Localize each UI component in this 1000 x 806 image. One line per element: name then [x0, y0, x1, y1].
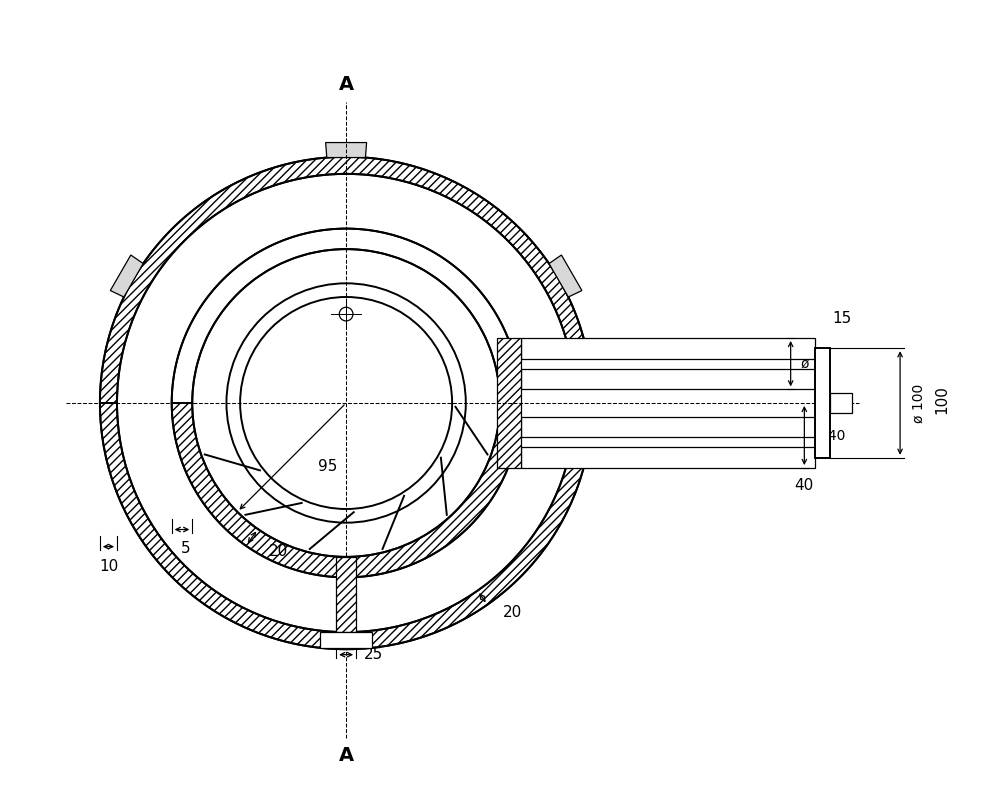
Text: ø 100: ø 100 — [912, 384, 926, 422]
Bar — [497, 338, 521, 468]
Bar — [521, 338, 815, 359]
Text: 25: 25 — [364, 647, 383, 663]
Text: A: A — [339, 746, 354, 766]
Bar — [521, 447, 815, 468]
Polygon shape — [172, 229, 521, 403]
Polygon shape — [172, 403, 521, 577]
Text: A: A — [339, 75, 354, 93]
Polygon shape — [326, 143, 367, 157]
Bar — [521, 369, 815, 389]
Text: 20: 20 — [269, 544, 288, 559]
Bar — [830, 393, 852, 413]
Bar — [320, 632, 372, 648]
Bar — [336, 557, 356, 632]
Bar — [521, 417, 815, 437]
Text: 40: 40 — [795, 478, 814, 493]
Polygon shape — [110, 255, 143, 297]
Text: 100: 100 — [934, 385, 949, 414]
Text: ø 40: ø 40 — [815, 429, 846, 442]
Text: ø 15: ø 15 — [801, 357, 831, 371]
Text: 5: 5 — [181, 541, 190, 556]
Polygon shape — [192, 249, 500, 403]
Text: 20: 20 — [503, 604, 522, 620]
Text: 15: 15 — [832, 311, 852, 326]
Bar — [521, 338, 815, 468]
Polygon shape — [100, 403, 592, 649]
Bar — [815, 348, 830, 458]
Polygon shape — [549, 255, 582, 297]
Polygon shape — [100, 157, 592, 403]
Text: 95: 95 — [318, 459, 337, 474]
Text: 10: 10 — [99, 559, 118, 574]
